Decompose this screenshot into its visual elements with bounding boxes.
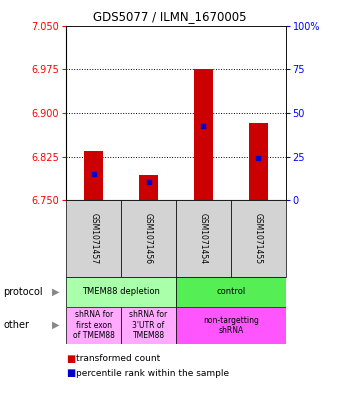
Bar [66,277,176,307]
Bar [84,151,103,200]
Text: ■: ■ [66,368,75,378]
Bar [139,175,158,200]
Text: shRNA for
first exon
of TMEM88: shRNA for first exon of TMEM88 [73,310,115,340]
Bar [231,200,286,277]
Bar [176,200,231,277]
Text: other: other [3,320,29,330]
Text: GSM1071456: GSM1071456 [144,213,153,264]
Bar [176,307,286,344]
Text: TMEM88 depletion: TMEM88 depletion [82,287,160,296]
Bar [66,307,121,344]
Text: control: control [216,287,245,296]
Text: ▶: ▶ [52,320,60,330]
Text: percentile rank within the sample: percentile rank within the sample [76,369,230,378]
Text: GSM1071454: GSM1071454 [199,213,208,264]
Text: GDS5077 / ILMN_1670005: GDS5077 / ILMN_1670005 [93,10,247,23]
Bar [121,200,176,277]
Text: protocol: protocol [3,287,43,297]
Text: shRNA for
3'UTR of
TMEM88: shRNA for 3'UTR of TMEM88 [130,310,168,340]
Bar [121,307,176,344]
Bar [176,277,286,307]
Text: ▶: ▶ [52,287,60,297]
Bar [249,123,268,200]
Bar [194,69,213,200]
Text: transformed count: transformed count [76,354,161,363]
Text: GSM1071457: GSM1071457 [89,213,98,264]
Text: ■: ■ [66,354,75,364]
Text: non-targetting
shRNA: non-targetting shRNA [203,316,259,335]
Bar [66,200,121,277]
Text: GSM1071455: GSM1071455 [254,213,263,264]
